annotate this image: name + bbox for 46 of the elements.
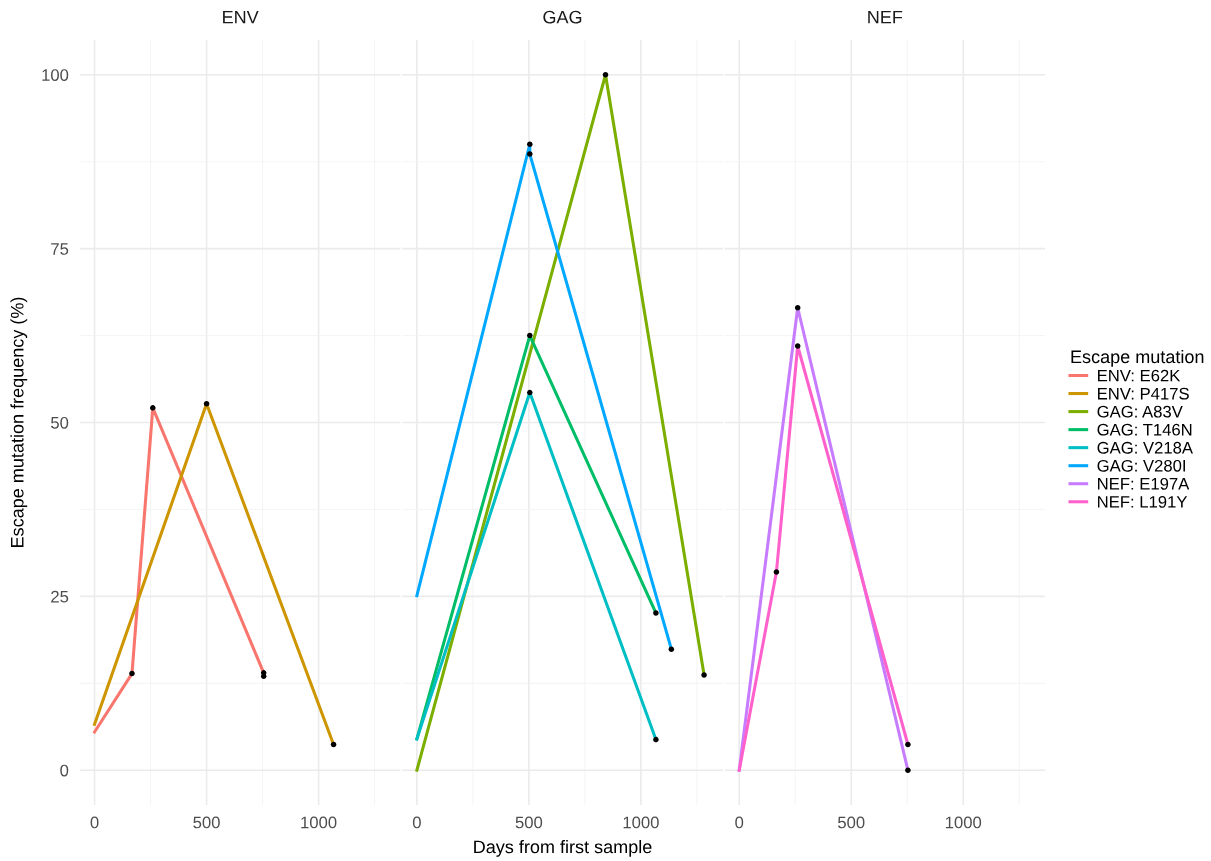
point (701, 672, 707, 678)
x-tick-label: 0 (90, 816, 99, 829)
x-tick-label: 0 (412, 816, 421, 829)
x-tick-label: 500 (515, 816, 543, 829)
point (905, 741, 911, 748)
chart-title: GAG (543, 10, 582, 24)
point (129, 670, 135, 677)
legend-label: NEF: E197A (1098, 477, 1190, 490)
point (668, 646, 675, 652)
x-tick-label: 1000 (623, 816, 659, 829)
legend-label: ENV: E62K (1098, 369, 1181, 382)
point (905, 767, 911, 774)
y-tick-label: 25 (51, 590, 69, 603)
point (260, 673, 267, 680)
point (602, 72, 609, 78)
point (794, 343, 801, 349)
y-tick-label: 0 (60, 764, 69, 777)
chart-title: ENV (223, 10, 259, 24)
legend-label: GAG: T146N (1097, 423, 1192, 436)
x-tick-label: 500 (838, 816, 865, 829)
legend-label: GAG: V280I (1097, 459, 1185, 472)
point (203, 400, 210, 407)
point (653, 736, 659, 743)
x-tick-label: 1000 (945, 816, 982, 829)
point (527, 332, 533, 339)
x-tick-label: 0 (735, 816, 744, 829)
point (653, 610, 659, 616)
y-axis-title: Escape mutation frequency (%) (10, 297, 28, 547)
point (527, 141, 533, 148)
point (794, 304, 801, 311)
legend-title: Escape mutation (1071, 349, 1204, 367)
x-axis-title: Days from first sample (474, 839, 652, 857)
chart-title: NEF (868, 10, 903, 24)
legend-label: GAG: A83V (1097, 405, 1183, 418)
point (773, 569, 780, 575)
y-tick-label: 100 (42, 69, 69, 81)
legend-label: GAG: V218A (1097, 441, 1193, 454)
point (527, 151, 533, 157)
point (527, 389, 533, 396)
x-tick-label: 500 (193, 816, 220, 829)
legend-label: NEF: L191Y (1098, 495, 1188, 508)
y-tick-label: 75 (51, 243, 69, 255)
y-tick-label: 50 (51, 416, 69, 429)
legend-label: ENV: P417S (1098, 387, 1189, 400)
point (150, 405, 156, 411)
x-tick-label: 1000 (301, 816, 337, 829)
